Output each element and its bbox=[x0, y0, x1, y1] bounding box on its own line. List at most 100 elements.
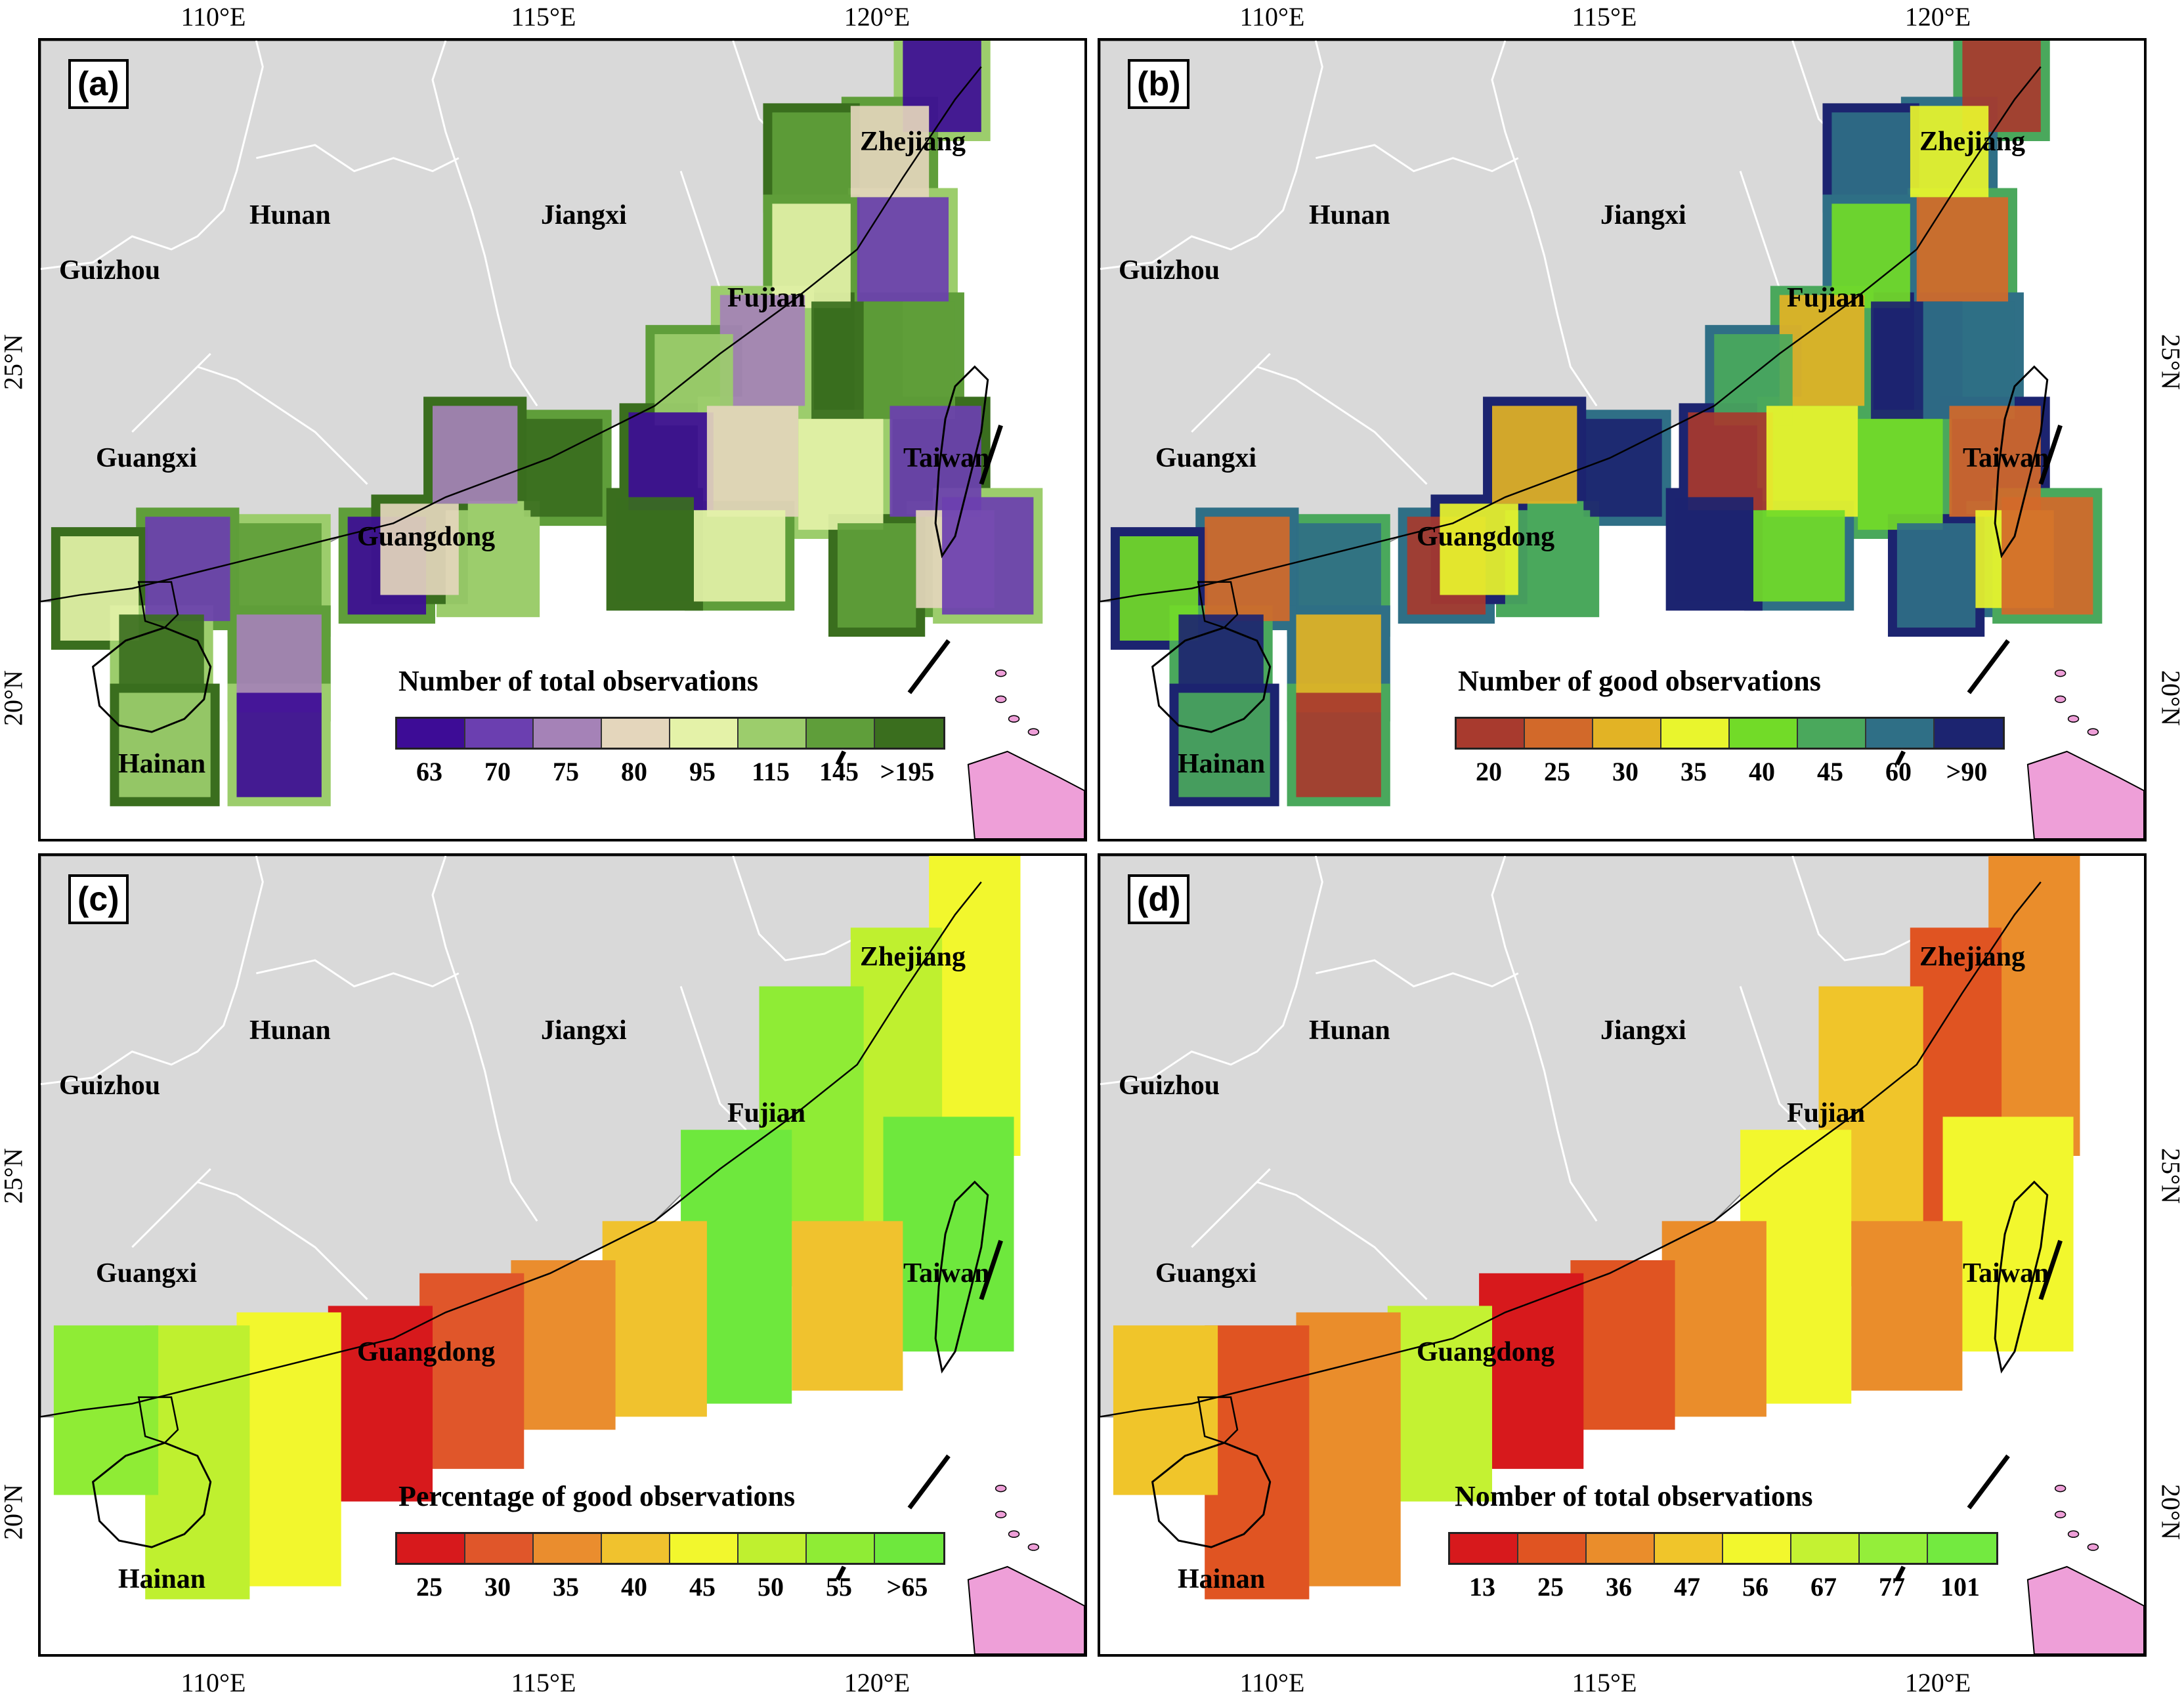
observation-tile bbox=[772, 203, 851, 308]
coverage-swath bbox=[53, 1325, 159, 1495]
observation-tile bbox=[706, 406, 799, 517]
province-boundary bbox=[1256, 1181, 1428, 1300]
lat-label-left-25-bot: 25°N bbox=[0, 1148, 28, 1204]
small-island bbox=[1008, 1530, 1020, 1538]
legend-tick-label: >65 bbox=[886, 1572, 928, 1602]
observation-tile bbox=[236, 692, 322, 798]
lat-label-right-20-bot: 20°N bbox=[2156, 1484, 2184, 1540]
small-island bbox=[2067, 715, 2080, 723]
legend-swatch bbox=[1661, 719, 1730, 748]
observation-tile bbox=[1688, 412, 1773, 511]
legend-swatch bbox=[534, 1534, 602, 1563]
observation-tile bbox=[432, 406, 518, 504]
lat-label-left-20-top: 20°N bbox=[0, 670, 28, 726]
observation-tile bbox=[850, 106, 930, 198]
boundary-dash bbox=[835, 1565, 846, 1581]
legend-tick-label: 145 bbox=[819, 757, 859, 786]
legend-swatch bbox=[807, 719, 875, 748]
legend-swatch bbox=[1791, 1534, 1860, 1563]
lon-label-top-115: 115°E bbox=[511, 2, 576, 32]
lon-label-top-120: 120°E bbox=[844, 2, 910, 32]
province-label-zhejiang: Zhejiang bbox=[1919, 127, 2026, 157]
coastline bbox=[41, 66, 982, 603]
boundary-dash bbox=[1967, 1454, 2010, 1510]
province-label-guangdong: Guangdong bbox=[1417, 522, 1555, 552]
boundary-dash bbox=[835, 750, 846, 766]
observation-tile bbox=[1831, 203, 1910, 308]
observation-tile bbox=[1491, 406, 1577, 504]
province-boundary bbox=[431, 41, 538, 407]
leizhou-peninsula bbox=[1197, 581, 1239, 629]
legend-tick-label: 25 bbox=[1544, 757, 1570, 786]
panel-tag: (a) bbox=[68, 59, 129, 109]
province-label-hainan: Hainan bbox=[118, 1564, 206, 1594]
legend-swatch bbox=[397, 1534, 465, 1563]
province-label-taiwan: Taiwan bbox=[903, 1258, 990, 1288]
panel-tag: (d) bbox=[1128, 874, 1190, 924]
small-island bbox=[2087, 1543, 2099, 1551]
province-label-hainan: Hainan bbox=[118, 749, 206, 779]
legend-tick-label: 70 bbox=[484, 757, 511, 786]
coverage-swath bbox=[1479, 1273, 1584, 1469]
boundary-dash bbox=[1967, 639, 2010, 694]
observation-tile bbox=[628, 412, 714, 511]
observation-tile bbox=[445, 510, 531, 608]
legend-tick-labels: 63 70 75 80 95 115 145 >195 bbox=[395, 756, 941, 789]
legend-swatch bbox=[670, 719, 739, 748]
lon-label-top-110: 110°E bbox=[181, 2, 246, 32]
observation-tile bbox=[1896, 523, 1976, 628]
province-boundary bbox=[1491, 41, 1598, 407]
observation-tile bbox=[1296, 523, 1381, 628]
legend-swatch bbox=[1723, 1534, 1791, 1563]
philippines-luzon bbox=[2026, 750, 2144, 839]
province-label-fujian: Fujian bbox=[727, 283, 806, 313]
province-label-hunan: Hunan bbox=[1309, 1015, 1390, 1046]
map-panel-d: (d) Zhejiang Hunan Jiangxi Guizhou Fujian Gua… bbox=[1098, 853, 2147, 1657]
observation-tile bbox=[1675, 497, 1753, 602]
legend-tick-label: 75 bbox=[553, 757, 579, 786]
observation-coverage bbox=[1110, 41, 2103, 807]
taiwan-island bbox=[934, 1180, 989, 1374]
small-island bbox=[2054, 669, 2066, 677]
observation-tile bbox=[942, 497, 1034, 615]
coverage-swath bbox=[511, 1260, 616, 1430]
legend-swatch bbox=[465, 1534, 534, 1563]
province-boundary bbox=[1739, 986, 1807, 1131]
coverage-swath bbox=[145, 1325, 250, 1600]
province-label-guizhou: Guizhou bbox=[59, 1071, 161, 1101]
observation-tile bbox=[1505, 510, 1591, 608]
small-island bbox=[2054, 1510, 2066, 1519]
legend-tick-label: 30 bbox=[484, 1572, 511, 1602]
observation-tile bbox=[1440, 503, 1518, 595]
legend-title: Number of total observations bbox=[398, 665, 758, 697]
legend-colorbar bbox=[395, 717, 945, 750]
observation-tile bbox=[1831, 112, 1910, 204]
province-label-hunan: Hunan bbox=[1309, 200, 1390, 230]
legend-tick-label: 47 bbox=[1674, 1572, 1700, 1602]
province-label-guizhou: Guizhou bbox=[59, 255, 161, 286]
boundary-dash bbox=[979, 425, 1003, 485]
map-canvas-d bbox=[1100, 856, 2144, 1654]
legend-colorbar bbox=[1448, 1532, 1998, 1565]
province-boundary bbox=[131, 1168, 211, 1248]
province-label-hunan: Hunan bbox=[249, 200, 331, 230]
observation-tile bbox=[1910, 106, 1989, 198]
province-label-hainan: Hainan bbox=[1178, 749, 1266, 779]
small-island bbox=[2087, 728, 2099, 736]
province-label-fujian: Fujian bbox=[1787, 1098, 1866, 1128]
lat-label-right-25-top: 25°N bbox=[2156, 334, 2184, 390]
coverage-swath bbox=[1387, 1306, 1492, 1502]
legend-tick-label: 36 bbox=[1606, 1572, 1632, 1602]
province-label-guizhou: Guizhou bbox=[1119, 255, 1220, 286]
legend-tick-label: >90 bbox=[1946, 757, 1988, 786]
legend-swatch bbox=[1860, 1534, 1928, 1563]
observation-coverage bbox=[51, 41, 1043, 807]
boundary-dash bbox=[1895, 750, 1906, 766]
legend-swatch bbox=[1866, 719, 1935, 748]
legend-swatch bbox=[807, 1534, 875, 1563]
observation-tile bbox=[863, 301, 955, 419]
province-boundary bbox=[1191, 352, 1271, 433]
legend-swatch bbox=[602, 1534, 670, 1563]
province-label-taiwan: Taiwan bbox=[903, 443, 990, 473]
legend-title: Nomber of total observations bbox=[1455, 1480, 1813, 1512]
